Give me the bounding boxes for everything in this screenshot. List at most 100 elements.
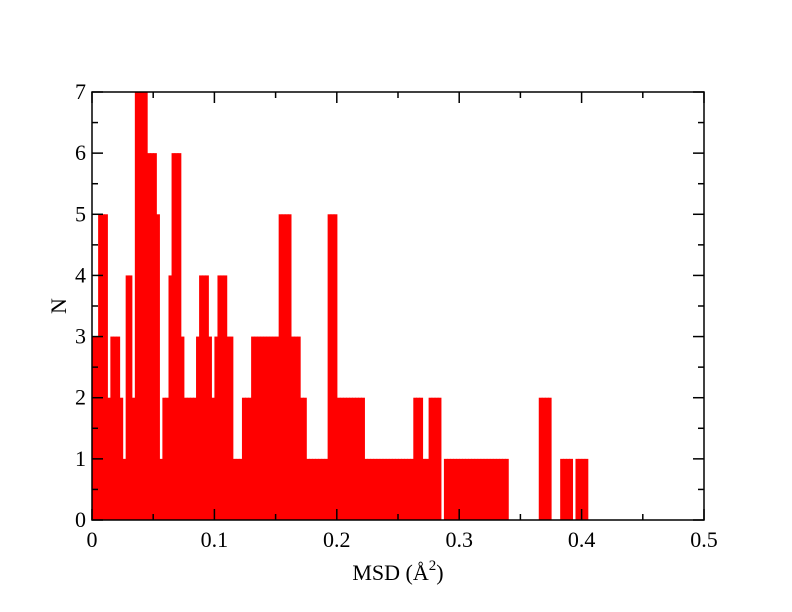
histogram-bar — [474, 458, 479, 520]
y-axis-label: N — [46, 298, 71, 314]
histogram-bar — [342, 397, 347, 520]
histogram-bar — [110, 336, 115, 520]
histogram-bar — [269, 336, 274, 520]
histogram-bar — [199, 275, 203, 520]
histogram-bar — [465, 458, 469, 520]
histogram-bar — [431, 397, 436, 520]
histogram-bar — [339, 397, 344, 520]
histogram-bar — [401, 458, 405, 520]
histogram-bar — [358, 397, 362, 520]
histogram-bar — [202, 275, 206, 520]
histogram-bar — [113, 336, 118, 520]
histogram-bar — [208, 336, 212, 520]
histogram-bar — [318, 458, 323, 520]
histogram-bar — [168, 275, 173, 520]
histogram-bar — [578, 458, 583, 520]
x-tick-label: 0.4 — [568, 527, 596, 552]
histogram-bar — [471, 458, 476, 520]
histogram-bar — [379, 458, 384, 520]
histogram-bar — [330, 214, 335, 521]
histogram-bar — [541, 397, 546, 520]
histogram-bar — [134, 92, 139, 520]
histogram-bar — [483, 458, 488, 520]
y-tick-label: 6 — [75, 140, 86, 165]
histogram-bar — [312, 458, 316, 520]
histogram-bar — [101, 214, 105, 521]
histogram-bar — [266, 336, 271, 520]
histogram-bar — [446, 458, 451, 520]
histogram-bar — [489, 458, 494, 520]
histogram-bar — [398, 458, 402, 520]
histogram-bar — [162, 397, 167, 520]
y-tick-label: 0 — [75, 507, 86, 532]
histogram-bar — [235, 458, 240, 520]
histogram-bar — [147, 153, 151, 520]
x-tick-labels: 0 0.1 0.2 0.3 0.4 0.5 — [87, 527, 718, 552]
histogram-bar — [563, 458, 567, 520]
histogram-bar — [376, 458, 381, 520]
histogram-bar — [450, 458, 454, 520]
histogram-bar — [336, 397, 341, 520]
x-tick-label: 0.5 — [690, 527, 718, 552]
histogram-bar — [183, 397, 188, 520]
histogram-bar — [241, 397, 246, 520]
histogram-bar — [293, 336, 298, 520]
y-tick-label: 5 — [75, 201, 86, 226]
histogram-bar — [245, 397, 249, 520]
histogram-bar — [456, 458, 460, 520]
histogram-bar — [122, 458, 127, 520]
histogram-bar — [422, 458, 427, 520]
histogram-bar — [453, 458, 457, 520]
histogram-bar — [300, 397, 304, 520]
histogram-bar — [217, 275, 222, 520]
histogram-bar — [177, 153, 182, 520]
histogram-bar — [159, 458, 163, 520]
histogram-bar — [538, 397, 543, 520]
histogram-bar — [315, 458, 320, 520]
histogram-bar — [189, 397, 194, 520]
histogram-bar — [137, 92, 142, 520]
histogram-bar — [254, 336, 258, 520]
histogram-bar — [125, 275, 130, 520]
histogram-bar — [272, 336, 277, 520]
plot-frame — [91, 91, 705, 521]
histogram-bar — [486, 458, 491, 520]
histogram-bar — [116, 336, 121, 520]
histogram-bar — [229, 336, 234, 520]
histogram-bar — [468, 458, 473, 520]
histogram-bar — [569, 458, 574, 520]
histogram-bar — [263, 336, 268, 520]
x-tick-label: 0 — [87, 527, 98, 552]
histogram-bar — [575, 458, 580, 520]
histogram-bar — [345, 397, 350, 520]
histogram-bar — [214, 336, 219, 520]
histogram-bar — [205, 275, 209, 520]
histogram-bar — [428, 397, 433, 520]
histogram-bar — [443, 458, 448, 520]
histogram-bar — [287, 214, 292, 521]
histogram-bar — [547, 397, 552, 520]
histogram-bar — [260, 336, 264, 520]
x-tick-label: 0.3 — [445, 527, 473, 552]
histogram-bar — [352, 397, 356, 520]
histogram-bar — [349, 397, 353, 520]
y-tick-label: 3 — [75, 324, 86, 349]
histogram-bar — [144, 92, 148, 520]
histogram-bar — [566, 458, 570, 520]
minor-ticks — [92, 92, 704, 520]
histogram-bar — [156, 214, 160, 521]
histogram-bar — [385, 458, 390, 520]
histogram-bar — [394, 458, 399, 520]
histogram-bar — [480, 458, 485, 520]
histogram-bar — [373, 458, 378, 520]
histogram-bar — [232, 458, 237, 520]
histogram-bar — [382, 458, 387, 520]
histogram-bar — [413, 397, 417, 520]
histogram-bar — [107, 397, 111, 520]
histogram-bar — [544, 397, 549, 520]
histogram-bar — [355, 397, 359, 520]
histogram-bar — [407, 458, 411, 520]
y-tick-label: 7 — [75, 79, 86, 104]
histogram-bar — [324, 458, 329, 520]
